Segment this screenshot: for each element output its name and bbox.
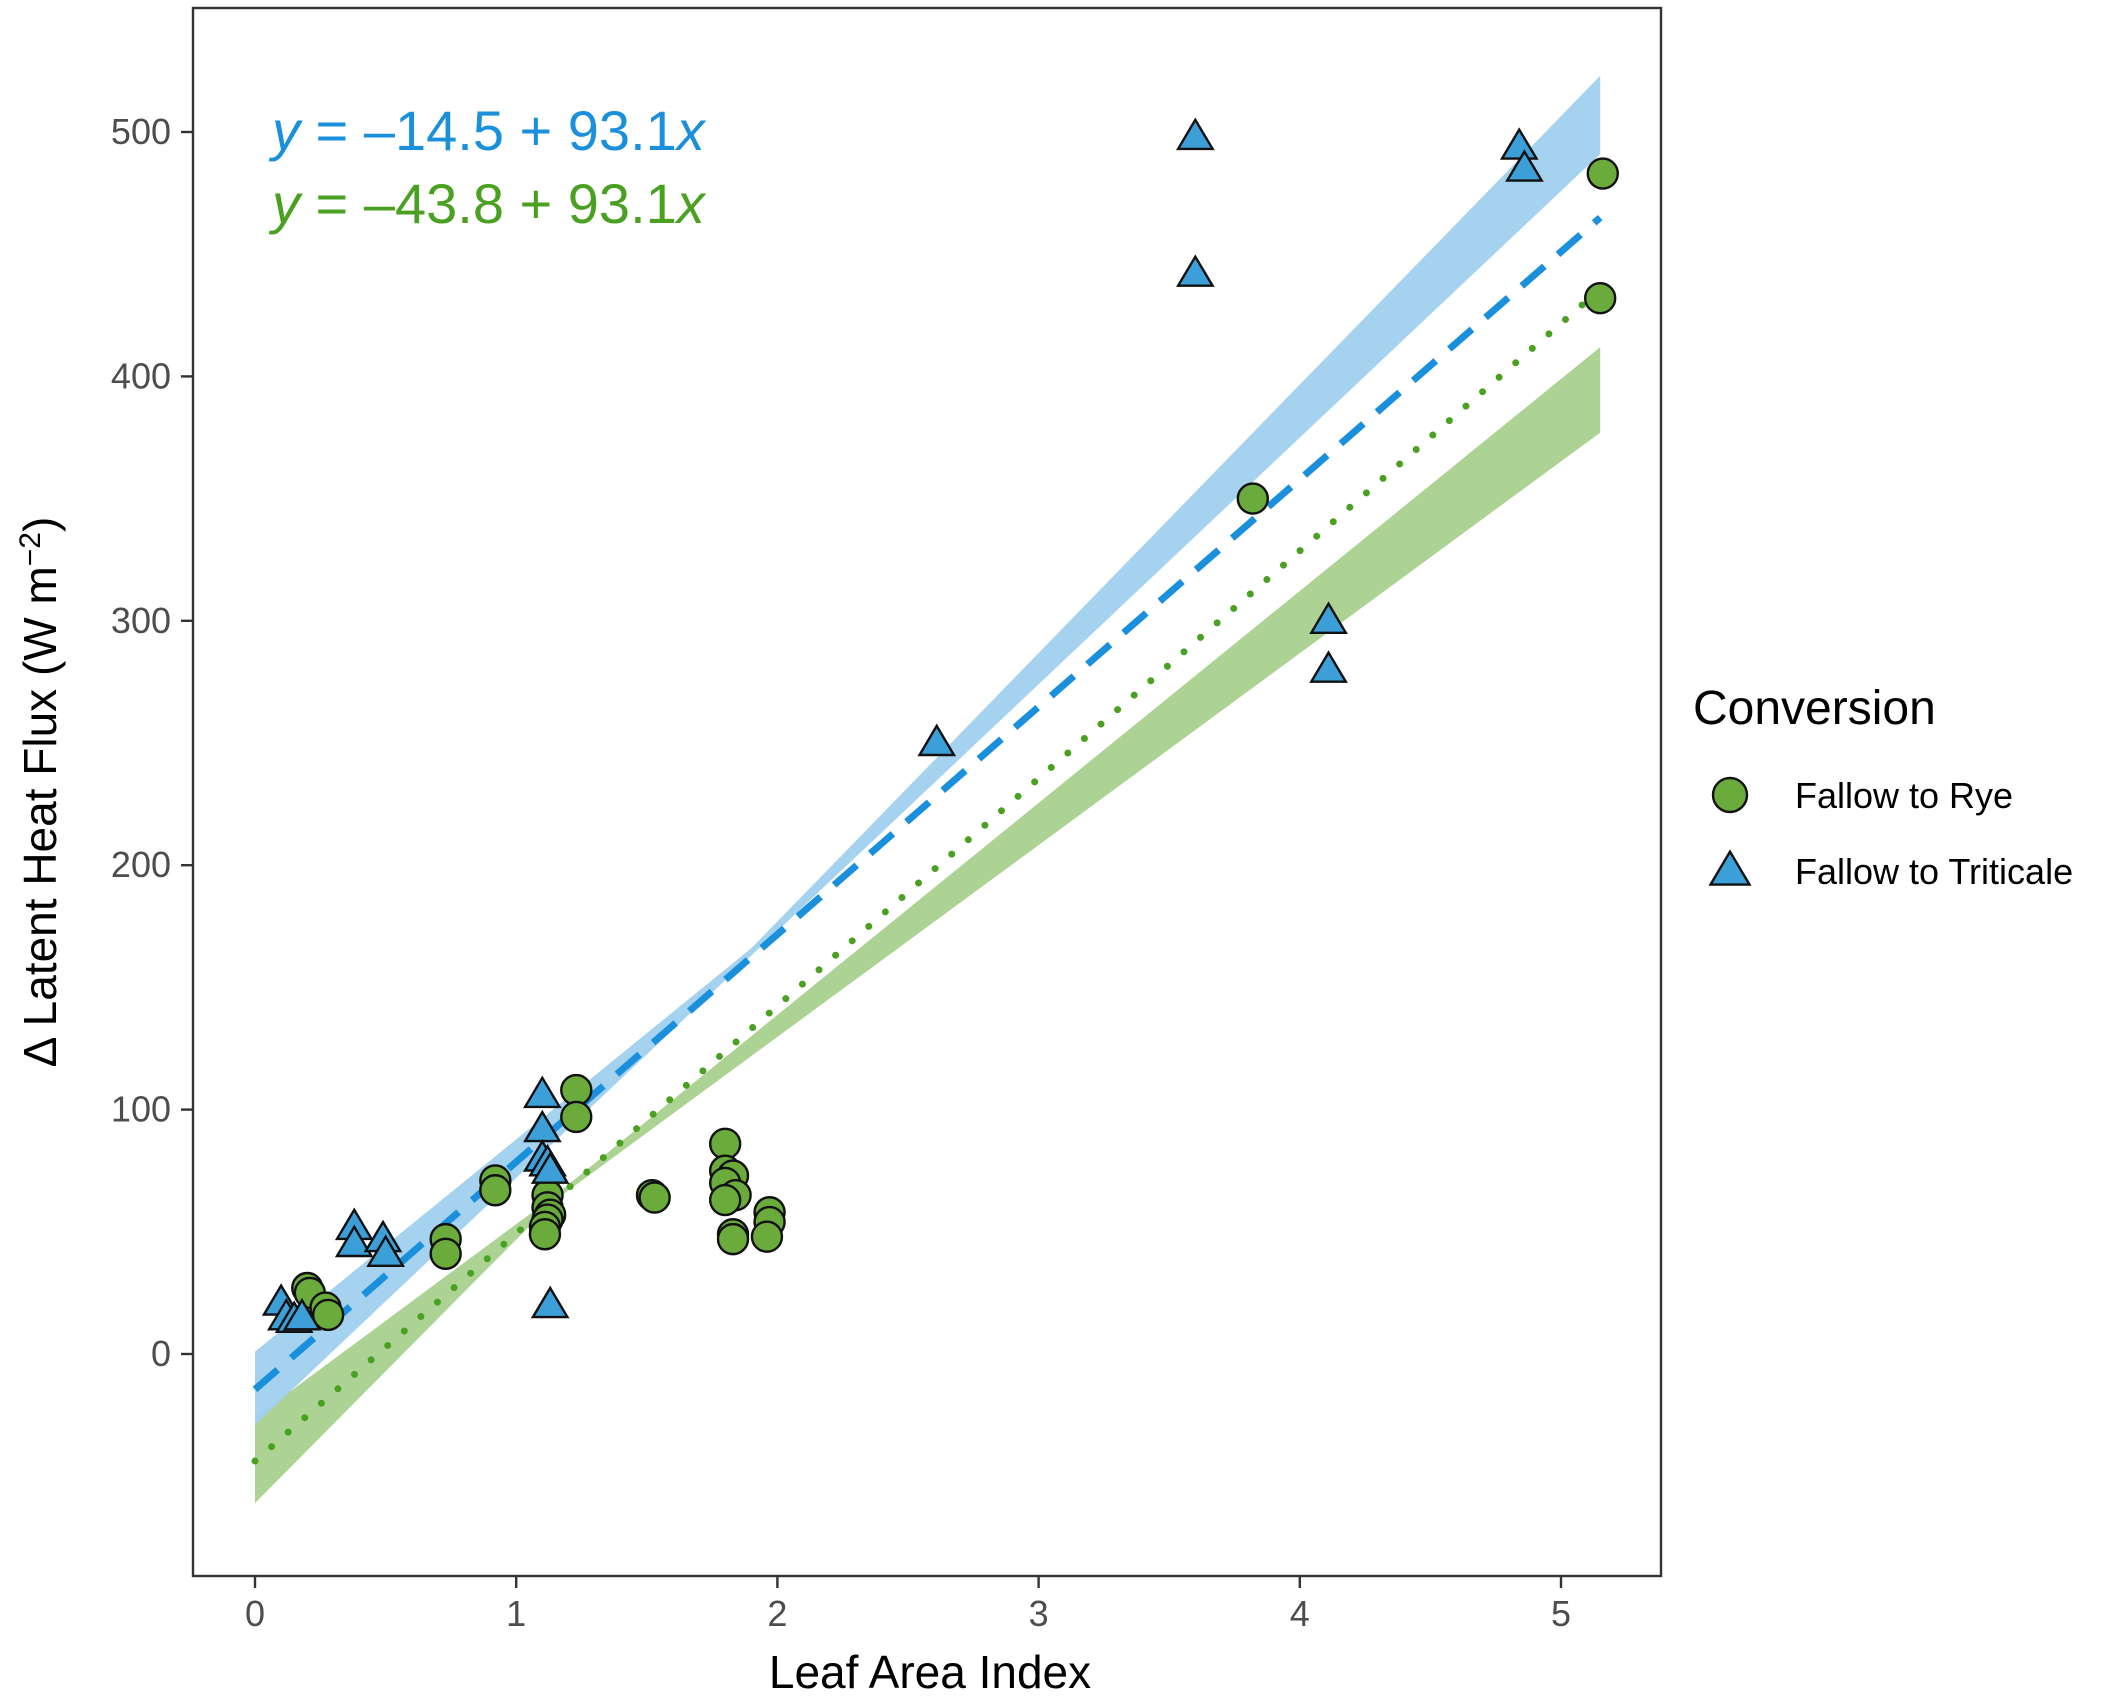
point-1-16 — [1175, 254, 1215, 287]
point-0-30 — [1583, 281, 1617, 315]
point-1-20 — [1505, 149, 1544, 182]
point-0-31 — [1586, 157, 1619, 190]
point-1-3 — [282, 1297, 322, 1331]
confidence-band-0 — [255, 347, 1601, 1504]
y-tick-label-1: 100 — [111, 1089, 171, 1130]
x-axis-title: Leaf Area Index — [769, 1646, 1091, 1698]
point-0-23 — [708, 1183, 742, 1217]
equation-y-circle: y — [268, 172, 303, 235]
y-axis-title: Δ Latent Heat Flux (W m−2) — [14, 517, 67, 1068]
equation-body-triangle: = –14.5 + 93.1 — [300, 99, 677, 162]
point-0-5 — [429, 1237, 462, 1270]
equation-y-triangle: y — [268, 99, 303, 162]
point-1-5 — [334, 1224, 374, 1258]
point-0-25 — [716, 1222, 750, 1256]
legend-title: Conversion — [1693, 682, 1936, 735]
point-1-15 — [1175, 117, 1215, 151]
point-0-15 — [560, 1100, 593, 1134]
equation-triangle: y = –14.5 + 93.1x — [268, 99, 707, 162]
point-1-14 — [917, 723, 957, 757]
legend-key-0 — [1711, 776, 1749, 814]
y-tick-label-3: 300 — [111, 600, 171, 641]
regression-equations: y = –14.5 + 93.1xy = –43.8 + 93.1x — [268, 99, 707, 235]
equation-body-circle: = –43.8 + 93.1 — [300, 172, 677, 235]
x-tick-label-1: 1 — [506, 1593, 526, 1634]
point-0-17 — [638, 1181, 671, 1214]
point-1-7 — [366, 1234, 406, 1268]
point-0-28 — [750, 1220, 784, 1253]
point-0-29 — [1236, 482, 1269, 515]
x-tick-label-0: 0 — [245, 1593, 265, 1634]
y-axis: 0 100 200 300 400 500 — [111, 111, 193, 1374]
fit-lines — [251, 214, 1604, 1465]
x-tick-label-3: 3 — [1029, 1593, 1049, 1634]
y-axis-title-close: ) — [14, 517, 66, 532]
plot-border — [191, 6, 1663, 1578]
point-0-14 — [560, 1073, 593, 1107]
x-tick-label-4: 4 — [1290, 1593, 1310, 1634]
point-0-7 — [479, 1174, 512, 1207]
y-tick-label-4: 400 — [111, 355, 171, 396]
legend-label-1: Fallow to Triticale — [1795, 851, 2073, 892]
point-1-19 — [1499, 127, 1539, 160]
point-0-18 — [708, 1127, 742, 1161]
legend-label-0: Fallow to Rye — [1795, 775, 2013, 816]
point-1-8 — [522, 1075, 562, 1109]
point-1-13 — [530, 1285, 570, 1319]
x-tick-label-2: 2 — [767, 1593, 787, 1634]
legend-key-1 — [1708, 849, 1752, 886]
equation-x-triangle: x — [674, 99, 707, 162]
point-1-12 — [530, 1151, 570, 1184]
y-tick-label-2: 200 — [111, 844, 171, 885]
y-axis-title-main: Δ Latent Heat Flux (W m — [14, 566, 66, 1067]
legend: Conversion Fallow to Rye Fallow to Tritica… — [1693, 682, 2073, 892]
point-1-17 — [1309, 601, 1348, 634]
data-points — [261, 117, 1619, 1334]
equation-circle: y = –43.8 + 93.1x — [268, 172, 707, 235]
y-tick-label-5: 500 — [111, 111, 171, 152]
fit-line-1 — [252, 214, 1603, 1393]
point-0-3 — [311, 1298, 345, 1332]
equation-x-circle: x — [674, 172, 707, 235]
y-axis-title-sup: −2 — [14, 532, 47, 566]
x-tick-label-5: 5 — [1551, 1593, 1571, 1634]
plot-panel — [191, 6, 1663, 1578]
point-0-13 — [528, 1218, 562, 1251]
x-axis: 0 1 2 3 4 5 — [245, 1576, 1571, 1634]
point-1-18 — [1309, 650, 1348, 683]
y-tick-label-0: 0 — [151, 1333, 171, 1374]
